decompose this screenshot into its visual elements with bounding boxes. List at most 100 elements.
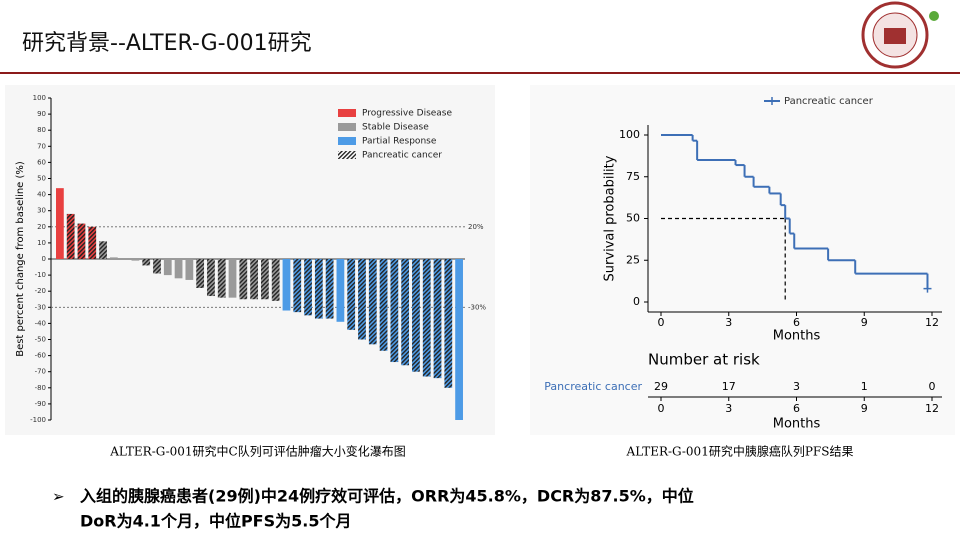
risk-value: 1	[861, 380, 868, 393]
bar	[142, 259, 151, 266]
y-tick-label: -100	[30, 416, 46, 424]
bullet-text: 入组的胰腺癌患者(29例)中24例疗效可评估，ORR为45.8%，DCR为87.…	[80, 487, 694, 506]
logo	[861, 1, 939, 69]
y-tick-label: -30	[35, 303, 46, 311]
risk-value: 0	[929, 380, 936, 393]
bar	[88, 226, 97, 259]
bar	[368, 259, 377, 345]
risk-x-tick-label: 6	[793, 402, 800, 415]
bar	[185, 259, 194, 280]
bar	[412, 259, 420, 372]
y-tick-label: -90	[35, 400, 46, 408]
risk-value: 29	[654, 380, 668, 393]
y-tick-label: 70	[37, 142, 46, 150]
legend-swatch	[338, 151, 356, 159]
y-tick-label: 75	[626, 170, 640, 183]
y-tick-label: 10	[37, 239, 46, 247]
bar	[239, 259, 248, 300]
y-tick-label: -60	[35, 352, 46, 360]
risk-x-tick-label: 3	[725, 402, 732, 415]
risk-value: 3	[793, 380, 800, 393]
risk-x-tick-label: 12	[925, 402, 939, 415]
panel-right	[530, 85, 955, 435]
y-tick-label: 40	[37, 191, 46, 199]
bar	[228, 259, 237, 298]
bar	[444, 259, 453, 388]
slide-title: 研究背景--ALTER-G-001研究	[22, 31, 312, 56]
bar	[217, 259, 226, 298]
y-tick-label: -40	[35, 319, 46, 327]
bar	[358, 259, 366, 340]
bar	[379, 259, 388, 351]
y-tick-label: 60	[37, 158, 46, 166]
bar	[347, 259, 356, 330]
bullet-marker: ➢	[52, 488, 65, 506]
risk-row-label: Pancreatic cancer	[544, 380, 642, 393]
legend-swatch	[338, 137, 356, 145]
caption: ALTER-G-001研究中胰腺癌队列PFS结果	[626, 444, 854, 459]
y-tick-label: 25	[626, 253, 640, 266]
y-tick-label: -80	[35, 384, 46, 392]
legend-swatch	[338, 123, 356, 131]
legend-label: Stable Disease	[362, 123, 429, 133]
x-tick-label: 6	[793, 316, 800, 329]
legend-label: Progressive Disease	[362, 109, 452, 119]
y-axis-label: Best percent change from baseline (%)	[15, 161, 26, 357]
y-axis-label: Survival probability	[603, 155, 618, 281]
bar	[401, 259, 410, 366]
x-axis-label: Months	[773, 329, 821, 344]
censor-mark	[923, 284, 932, 293]
bar	[163, 259, 172, 276]
legend-label: Partial Response	[362, 137, 437, 147]
bar	[66, 213, 75, 259]
caption: ALTER-G-001研究中C队列可评估肿瘤大小变化瀑布图	[109, 444, 405, 459]
bar	[422, 259, 431, 377]
risk-x-tick-label: 0	[658, 402, 665, 415]
bar	[325, 259, 334, 319]
bar	[99, 241, 107, 259]
bar	[304, 259, 312, 316]
x-tick-label: 3	[725, 316, 732, 329]
risk-x-tick-label: 9	[861, 402, 868, 415]
bar	[56, 188, 64, 259]
risk-x-axis-label: Months	[773, 417, 821, 432]
legend-label: Pancreatic cancer	[784, 96, 874, 107]
y-tick-label: 0	[42, 255, 46, 263]
legend-label: Pancreatic cancer	[362, 151, 442, 161]
y-tick-label: -70	[35, 368, 46, 376]
y-tick-label: -50	[35, 336, 46, 344]
y-tick-label: 80	[37, 126, 46, 134]
bar	[433, 259, 442, 379]
y-tick-label: 50	[626, 212, 640, 225]
x-tick-label: 0	[658, 316, 665, 329]
y-tick-label: 30	[37, 207, 46, 215]
risk-value: 17	[722, 380, 736, 393]
bar	[174, 259, 183, 279]
bar	[455, 259, 463, 420]
y-tick-label: 100	[33, 94, 46, 102]
reference-label: -30%	[468, 303, 486, 311]
y-tick-label: -10	[35, 271, 46, 279]
x-tick-label: 12	[925, 316, 939, 329]
y-tick-label: 50	[37, 175, 46, 183]
bar	[153, 259, 161, 274]
bullet-text: DoR为4.1个月，中位PFS为5.5个月	[80, 512, 351, 531]
bar	[282, 259, 291, 311]
bar	[390, 259, 399, 363]
bar	[336, 259, 345, 322]
bar	[250, 259, 258, 300]
bar	[207, 259, 215, 297]
x-tick-label: 9	[861, 316, 868, 329]
y-tick-label: 100	[619, 128, 640, 141]
y-tick-label: 0	[633, 295, 640, 308]
bar	[131, 259, 140, 261]
bar	[293, 259, 302, 313]
reference-label: 20%	[468, 223, 484, 231]
y-tick-label: 90	[37, 110, 46, 118]
bar	[261, 259, 269, 300]
y-tick-label: -20	[35, 287, 46, 295]
bar	[109, 257, 118, 259]
bar	[77, 223, 86, 259]
bar	[196, 259, 205, 288]
